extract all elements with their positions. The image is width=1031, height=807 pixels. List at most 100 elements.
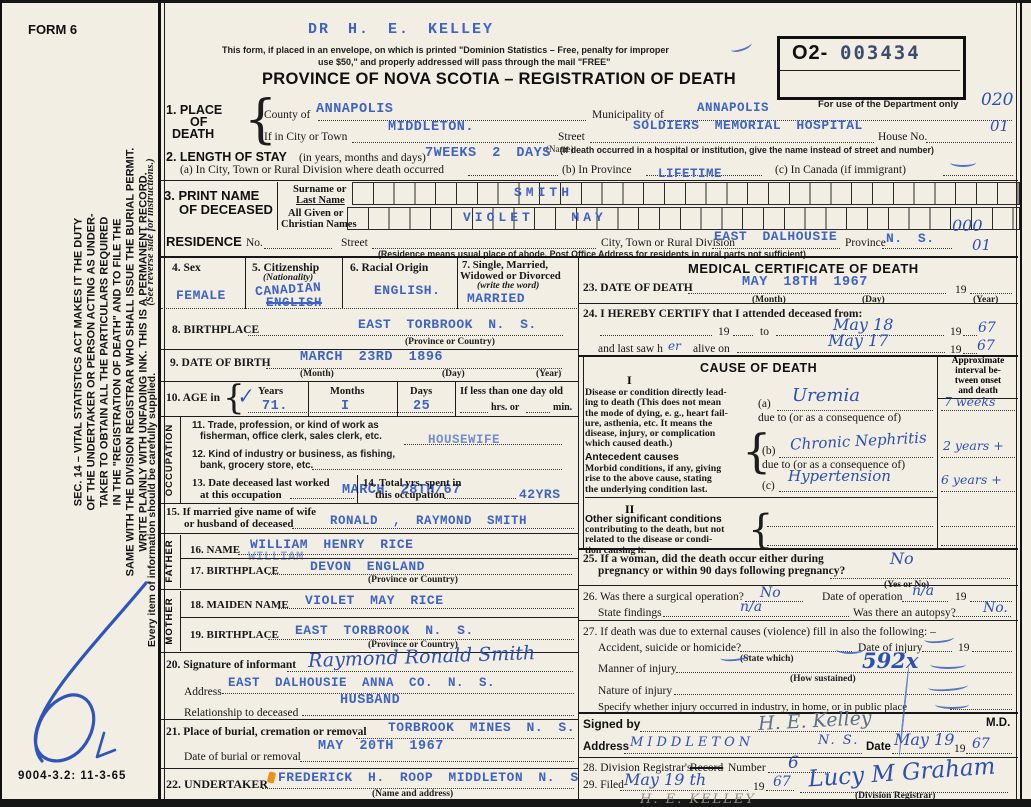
- pen-stroke: [927, 680, 969, 693]
- s9-month: (Month): [300, 369, 334, 379]
- dotted-line: [882, 246, 952, 249]
- dotted-line: [740, 649, 852, 652]
- serial-stamp: 003434: [840, 42, 921, 64]
- burial-date-value: MAY 20TH 1967: [318, 739, 444, 754]
- sec14-line: OF THE UNDERTAKER OR PERSON ACTING AS UN…: [85, 213, 98, 511]
- rule: [455, 382, 456, 416]
- rule: [180, 558, 578, 559]
- surname-label2: Last Name: [296, 195, 345, 206]
- s11-line2: fisherman, office clerk, sales clerk, et…: [200, 431, 382, 442]
- other-line: related to the disease or condi-: [585, 534, 713, 546]
- s7-label2: Widowed or Divorced: [460, 270, 561, 282]
- cause-a-interval: 7 weeks: [944, 394, 996, 409]
- form-left-border: [158, 3, 161, 799]
- dotted-line: [238, 552, 572, 555]
- surname-value: SMITH: [514, 185, 574, 200]
- dotted-line: [262, 786, 574, 789]
- s5-paren: (Nationality): [263, 273, 314, 283]
- street-label: Street: [558, 131, 585, 143]
- findings-answer: n/a: [740, 599, 763, 615]
- rule: [578, 620, 1018, 621]
- cause-p1-line: ing to death (This does not mean: [585, 397, 722, 409]
- s8-paren: (Province or Country): [405, 337, 495, 347]
- s1-brace: {: [244, 90, 278, 150]
- dotted-line: [950, 707, 1012, 710]
- informant-signature: Raymond Ronald Smith: [307, 642, 536, 672]
- dotted-line: [444, 496, 516, 499]
- s19-label: 19. BIRTHPLACE: [190, 629, 279, 641]
- residence-street-label: Street: [341, 237, 368, 249]
- residence-no-label: No.: [246, 237, 263, 249]
- rule: [578, 712, 1018, 714]
- mail-notice-line2: use $50," and properly addressed will pa…: [318, 57, 611, 67]
- dotted-line: [674, 692, 1012, 695]
- rule: [160, 503, 578, 504]
- signed-date-label: Date: [866, 741, 891, 753]
- antecedent-paragraph: Morbid conditions, if any, giving rise t…: [585, 463, 721, 495]
- s16-label: 16. NAME: [190, 544, 241, 556]
- s4-label: 4. Sex: [172, 262, 201, 274]
- rule: [397, 382, 398, 416]
- rule: [578, 303, 1018, 304]
- dotted-line: [248, 333, 563, 336]
- father-name-ghost: WILLIAM: [248, 550, 305, 564]
- s9-day: (Day): [442, 369, 465, 379]
- s7-label1: 7. Single, Married,: [462, 259, 549, 271]
- city-town-label: If in City or Town: [264, 131, 348, 143]
- interval-header-line: tween onset: [954, 376, 1002, 386]
- s23-19: 19: [955, 284, 967, 296]
- s27-date-label: Date of injury: [858, 642, 923, 654]
- dotted-line: [767, 543, 933, 546]
- residence-city-value: EAST DALHOUSIE: [714, 229, 838, 244]
- sec14-vital-statistics-notice: SEC. 14 – VITAL STATISTICS ACT MAKES IT …: [73, 110, 151, 615]
- residence-label: RESIDENCE: [166, 234, 242, 249]
- s13-line1: 13. Date deceased last worked: [192, 477, 330, 489]
- rule: [160, 180, 1018, 181]
- dotted-line: [664, 118, 1012, 121]
- dotted-line: [352, 140, 544, 143]
- cause-p1-line: which caused death.): [585, 438, 673, 450]
- pregnancy-answer: No: [890, 549, 914, 568]
- dotted-line: [779, 489, 933, 492]
- signed-address-label: Address: [583, 741, 630, 753]
- rule: [578, 585, 1018, 586]
- antecedent-line: the underlying condition last.: [585, 483, 708, 495]
- signed-by-label: Signed by: [583, 717, 641, 731]
- s10-brace: {: [223, 378, 245, 418]
- dotted-line: [941, 455, 1015, 458]
- s20-relationship-label: Relationship to deceased: [184, 707, 299, 719]
- dotted-line: [970, 599, 1012, 602]
- s26-line2: State findings: [598, 607, 662, 619]
- s21-label: 21. Place of burial, cremation or remova…: [166, 726, 367, 738]
- s27-line1: 27. If death was due to external causes …: [583, 626, 936, 638]
- manner-code-hand: 592x: [862, 648, 919, 673]
- dotted-line: [264, 246, 332, 249]
- dotted-line: [688, 291, 946, 294]
- dotted-line: [278, 606, 574, 609]
- last-worked-value: MARCH 28TH/67: [342, 483, 461, 498]
- s2b-value: LIFETIME: [658, 167, 723, 181]
- age-months-value: I: [341, 399, 350, 414]
- s15-line2: or husband of deceased: [184, 518, 294, 530]
- doctor-name-typed: DR H. E. KELLEY: [308, 21, 495, 38]
- s2c-label: (c) In Canada (if immigrant): [775, 164, 906, 176]
- dotted-line: [768, 770, 830, 773]
- s27-19: 19: [958, 642, 970, 654]
- given-label1: All Given or: [288, 208, 344, 219]
- rule: [583, 355, 584, 548]
- pen-stroke: [930, 660, 966, 669]
- s26-19: 19: [955, 591, 967, 603]
- s10-min-label: min.: [553, 402, 573, 413]
- s24-line2b: alive on: [693, 343, 730, 355]
- informant-relationship-value: HUSBAND: [340, 693, 401, 708]
- cause-due-2: due to (or as a consequence of): [762, 459, 906, 471]
- residence-code-bottom: 01: [972, 236, 992, 254]
- cause-a-value: Uremia: [792, 385, 860, 406]
- dotted-line: [292, 526, 574, 529]
- cause-roman-2: II: [625, 502, 635, 516]
- dotted-line: [620, 788, 748, 791]
- print-code: 9004-3.2: 11-3-65: [18, 770, 127, 782]
- s3-label1: 3. PRINT NAME: [164, 188, 260, 203]
- sec14-line: SEC. 14 – VITAL STATISTICS ACT MAKES IT …: [72, 217, 85, 507]
